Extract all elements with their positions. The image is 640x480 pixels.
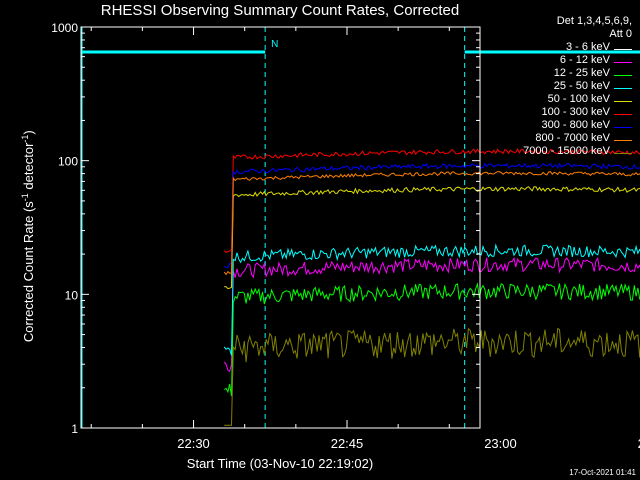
y-axis-label-superscript-1: -1 (19, 193, 30, 202)
legend-entry-6: 300 - 800 keV (541, 119, 611, 131)
legend-entry-0: 3 - 6 keV (565, 41, 610, 53)
legend-swatch-4 (614, 101, 632, 102)
legend-header-line-2: Att 0 (609, 28, 632, 40)
y-tick-label: 10 (65, 288, 79, 302)
x-tick-label: 22:30 (177, 436, 210, 451)
data-layer: NS (81, 27, 640, 428)
legend-swatch-8 (614, 153, 632, 154)
legend-swatch-3 (614, 88, 632, 89)
legend-swatch-2 (614, 75, 632, 76)
annotation-label: N (271, 39, 278, 50)
series-line-3 (223, 243, 640, 356)
y-tick-label: 1 (71, 422, 78, 436)
x-tick-label: 23:15 (638, 436, 640, 451)
legend-entry-1: 6 - 12 keV (559, 54, 610, 66)
y-tick-label: 100 (58, 155, 78, 169)
legend-entry-2: 12 - 25 keV (553, 67, 610, 79)
series-line-1 (223, 256, 640, 373)
y-axis-label-superscript-2: -1 (19, 134, 30, 143)
series-line-2 (223, 282, 640, 397)
series-line-8 (224, 327, 640, 426)
x-tick-label: 22:45 (331, 436, 364, 451)
y-axis-label: Corrected Count Rate (s-1 detector-1) (19, 130, 37, 343)
series-line-6 (223, 162, 640, 269)
chart-title: RHESSI Observing Summary Count Rates, Co… (100, 2, 460, 19)
legend-swatch-0 (614, 49, 632, 50)
y-tick-label: 1000 (51, 21, 78, 35)
legend-entry-3: 25 - 50 keV (553, 80, 610, 92)
series-line-0 (223, 268, 640, 397)
legend-swatch-6 (614, 127, 632, 128)
x-axis-label: Start Time (03-Nov-10 22:19:02) (186, 456, 374, 471)
x-tick-label: 23:00 (484, 436, 517, 451)
plot-frame (80, 26, 481, 429)
legend-entry-5: 100 - 300 keV (541, 106, 611, 118)
legend-swatch-1 (614, 62, 632, 63)
series-line-5 (223, 147, 640, 254)
legend-entry-4: 50 - 100 keV (547, 93, 610, 105)
legend-swatch-5 (614, 114, 632, 115)
legend-entry-7: 800 - 7000 keV (535, 132, 610, 144)
series-line-4 (224, 186, 640, 290)
legend-header-line-1: Det 1,3,4,5,6,9, (556, 15, 632, 27)
footer-timestamp: 17-Oct-2021 01:41 (569, 468, 636, 477)
legend-entry-8: 7000 - 15000 keV (523, 145, 610, 157)
series-line-7 (223, 171, 640, 276)
legend-swatch-7 (614, 140, 632, 141)
